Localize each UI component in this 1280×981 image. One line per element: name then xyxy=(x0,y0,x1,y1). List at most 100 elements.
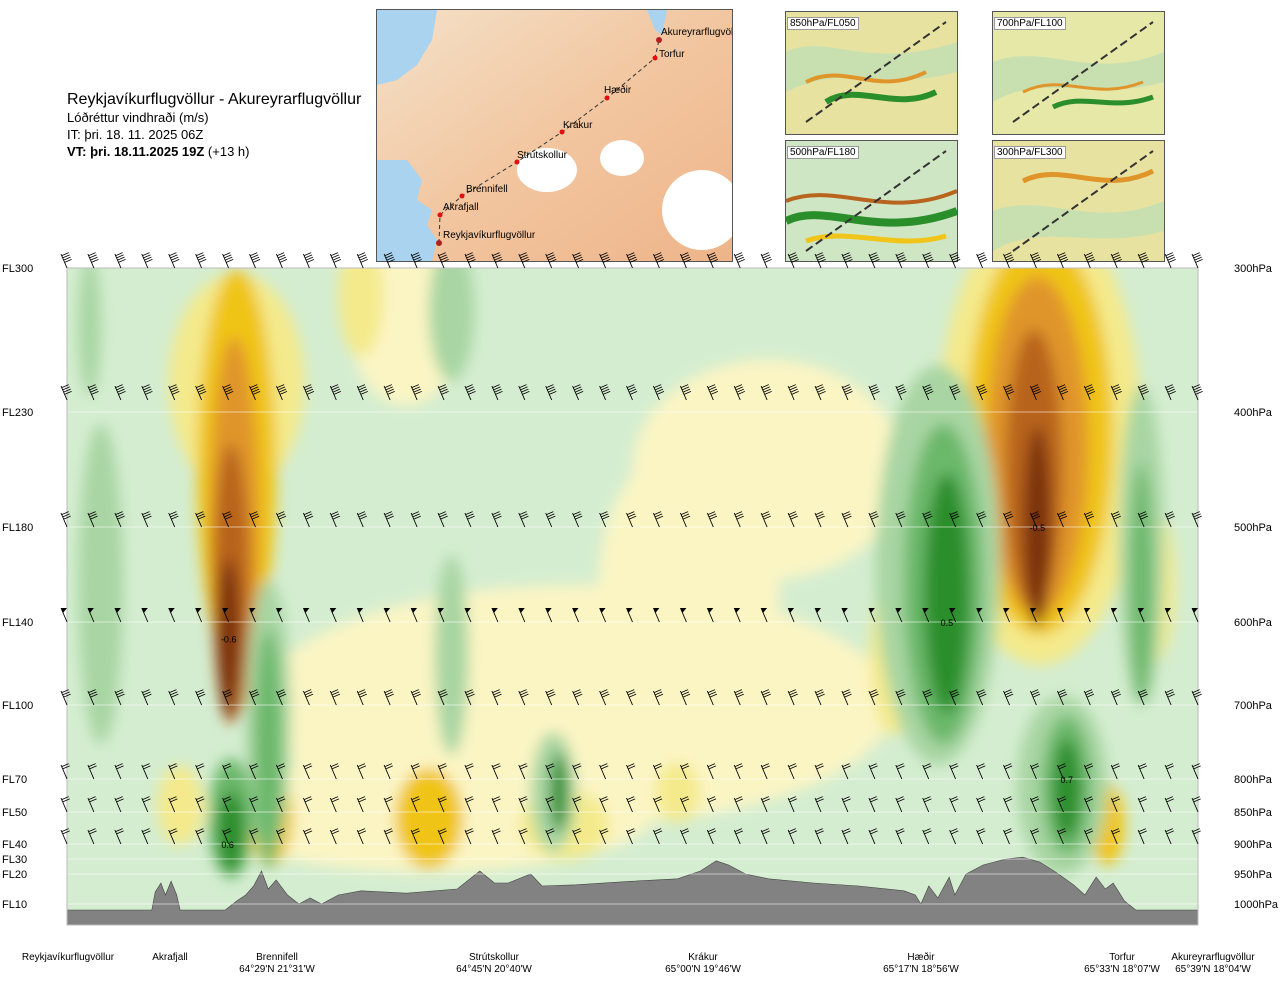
wind-barb xyxy=(1083,511,1095,528)
wind-barb xyxy=(545,763,555,780)
wind-barb xyxy=(195,828,205,845)
fl-label-FL70: FL70 xyxy=(2,774,27,786)
wind-barb xyxy=(922,796,932,813)
wind-barb xyxy=(491,607,499,623)
extremum-label-4: 0.7 xyxy=(1061,775,1074,785)
wind-barb xyxy=(87,763,97,780)
wind-barb xyxy=(141,511,152,528)
map-label-3: Strútskollur xyxy=(517,150,568,161)
wind-barb xyxy=(922,384,934,401)
wind-barb xyxy=(706,607,714,623)
wind-barb xyxy=(195,607,203,623)
fl-label-FL300: FL300 xyxy=(2,263,33,275)
wind-barb xyxy=(356,384,368,401)
wind-barb xyxy=(787,511,798,528)
map-waypoints xyxy=(436,37,662,246)
wind-barb xyxy=(518,828,528,845)
wind-barb xyxy=(410,828,420,845)
wind-barb xyxy=(249,511,260,528)
wind-barb xyxy=(249,828,259,845)
wind-barb xyxy=(679,796,690,813)
inset-700[interactable]: 700hPa/FL100 xyxy=(992,11,1165,135)
extremum-label-2: -0.5 xyxy=(1030,523,1046,533)
wind-barb xyxy=(329,607,337,623)
map-route-line xyxy=(438,39,660,244)
wind-barb xyxy=(518,252,530,269)
wind-barb xyxy=(518,796,528,813)
wind-barb xyxy=(599,252,611,269)
inset-300[interactable]: 300hPa/FL300 xyxy=(992,140,1165,262)
wind-barb xyxy=(1137,384,1149,401)
wind-barb xyxy=(949,763,959,780)
wind-barb xyxy=(302,511,314,528)
map-glacier-3 xyxy=(662,170,732,250)
wind-barb xyxy=(222,252,234,269)
hpa-label-400hPa: 400hPa xyxy=(1234,407,1273,419)
field-contour-41 xyxy=(428,268,475,382)
wind-barb xyxy=(141,763,151,780)
wind-barb xyxy=(599,796,609,813)
wind-barb xyxy=(195,796,205,813)
wind-barb xyxy=(814,796,824,813)
wind-barb xyxy=(895,763,905,780)
wind-barb xyxy=(1083,384,1096,401)
wind-barb xyxy=(976,607,984,623)
wind-barb xyxy=(706,763,717,780)
wind-barb xyxy=(652,384,665,401)
wind-barb xyxy=(491,511,502,528)
wind-barb xyxy=(1191,511,1202,528)
wind-barb xyxy=(383,689,394,706)
wind-barb xyxy=(302,252,315,269)
location-name-1: Akrafjall xyxy=(152,952,188,963)
wind-barb xyxy=(249,763,259,780)
wind-barb xyxy=(922,828,932,845)
wind-barb xyxy=(706,511,718,528)
wind-barb xyxy=(383,828,393,845)
wind-barb xyxy=(733,796,744,813)
wind-barb xyxy=(949,511,960,528)
wind-barb xyxy=(464,763,474,780)
valid-time-offset: (+13 h) xyxy=(204,144,250,159)
wind-barb xyxy=(706,796,717,813)
fl-label-FL180: FL180 xyxy=(2,522,33,534)
hpa-label-500hPa: 500hPa xyxy=(1234,522,1273,534)
wind-barb xyxy=(410,763,420,780)
wind-barb xyxy=(1137,511,1148,528)
wind-barb xyxy=(787,828,797,845)
inset-850-map xyxy=(786,12,957,134)
wind-barb xyxy=(1056,511,1068,528)
wind-barb xyxy=(302,828,313,845)
inset-500[interactable]: 500hPa/FL180 xyxy=(785,140,958,262)
wind-barb xyxy=(1110,252,1122,269)
wind-barb xyxy=(114,252,126,269)
wind-barb xyxy=(814,511,825,528)
field-contour-40 xyxy=(1130,464,1153,704)
hpa-label-300hPa: 300hPa xyxy=(1234,263,1273,275)
wind-barb xyxy=(679,689,691,706)
wind-barb xyxy=(437,384,449,401)
wind-barb xyxy=(976,511,987,528)
wind-barb xyxy=(1110,607,1118,623)
wind-barb xyxy=(1110,828,1121,845)
wind-barb xyxy=(356,828,367,845)
wind-barb xyxy=(599,763,609,780)
map-glacier-2 xyxy=(600,140,644,176)
wind-barb xyxy=(572,252,584,269)
wind-barb xyxy=(60,828,70,845)
flight-level-axis: FL300 FL230 FL180 FL140 FL100 FL70 FL50 FL40 FL3… xyxy=(2,263,33,911)
wind-barb xyxy=(87,384,99,401)
hpa-label-950hPa: 950hPa xyxy=(1234,869,1273,881)
wind-barb xyxy=(1164,252,1176,269)
wind-barb xyxy=(679,763,690,780)
wind-barb xyxy=(895,689,906,706)
wind-barb xyxy=(356,689,367,706)
wind-barb xyxy=(679,252,692,269)
wind-barb xyxy=(275,607,283,623)
field-contour-35 xyxy=(924,473,970,714)
location-name-5: Hæðir xyxy=(907,951,935,963)
map-label-7: Akureyrarflugvöllur xyxy=(661,27,732,38)
field-contour-2 xyxy=(632,359,904,580)
route-title: Reykjavíkurflugvöllur - Akureyrarflugvöl… xyxy=(67,91,362,108)
wind-barb xyxy=(114,763,124,780)
inset-850[interactable]: 850hPa/FL050 xyxy=(785,11,958,135)
